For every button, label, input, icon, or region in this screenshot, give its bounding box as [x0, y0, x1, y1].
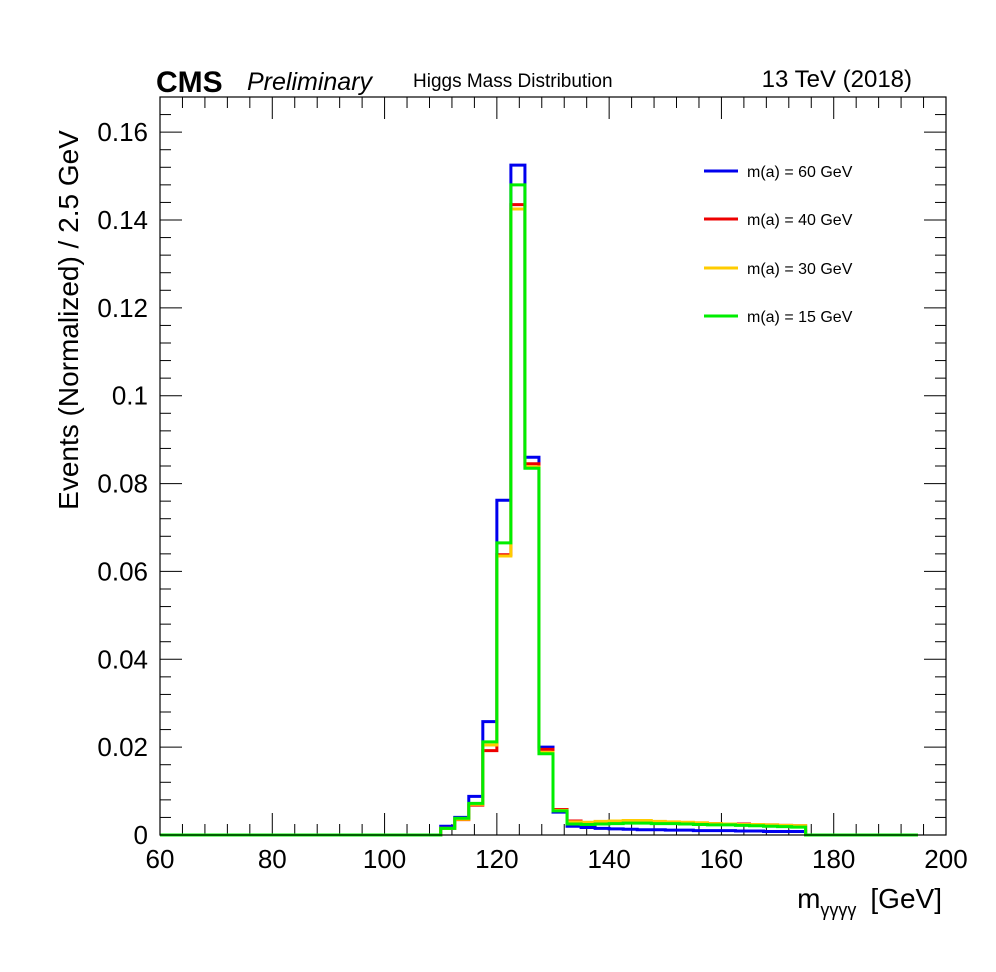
y-tick-label: 0.1 [112, 381, 148, 411]
x-axis-title-main: m [797, 883, 820, 914]
tick-labels: 60 80 100 120 140 160 180 200 0 0.02 0.04 0.06 0.08 0… [97, 117, 967, 874]
legend-label-0: m(a) = 60 GeV [747, 164, 853, 181]
y-tick-label: 0.02 [97, 732, 148, 762]
energy-label: 13 TeV (2018) [762, 66, 912, 93]
y-tick-label: 0.16 [97, 117, 148, 147]
chart-subtitle: Higgs Mass Distribution [413, 71, 613, 92]
legend-label-3: m(a) = 15 GeV [747, 309, 853, 326]
experiment-label: CMS [156, 66, 223, 99]
x-axis-title: mγγγγ [GeV] [797, 883, 942, 920]
y-tick-label: 0 [134, 820, 148, 850]
legend: m(a) = 60 GeV m(a) = 40 GeV m(a) = 30 GeV m… [704, 164, 853, 326]
status-label: Preliminary [247, 68, 374, 96]
plot-frame [159, 96, 947, 836]
axis-ticks [159, 96, 947, 836]
x-tick-label: 140 [587, 844, 630, 874]
y-tick-label: 0.14 [97, 205, 148, 235]
legend-label-2: m(a) = 30 GeV [747, 261, 853, 278]
y-tick-label: 0.12 [97, 293, 148, 323]
y-axis-title: Events (Normalized) / 2.5 GeV [53, 130, 84, 510]
x-tick-label: 80 [258, 844, 287, 874]
legend-label-1: m(a) = 40 GeV [747, 212, 853, 229]
x-tick-label: 60 [146, 844, 175, 874]
x-tick-label: 200 [924, 844, 967, 874]
x-tick-label: 100 [363, 844, 406, 874]
y-tick-label: 0.04 [97, 644, 148, 674]
x-axis-title-subscript: γγγγ [820, 900, 856, 920]
y-tick-label: 0.08 [97, 469, 148, 499]
x-axis-title-unit: [GeV] [870, 883, 942, 914]
x-tick-label: 120 [475, 844, 518, 874]
y-tick-label: 0.06 [97, 556, 148, 586]
x-tick-label: 180 [812, 844, 855, 874]
x-tick-label: 160 [700, 844, 743, 874]
